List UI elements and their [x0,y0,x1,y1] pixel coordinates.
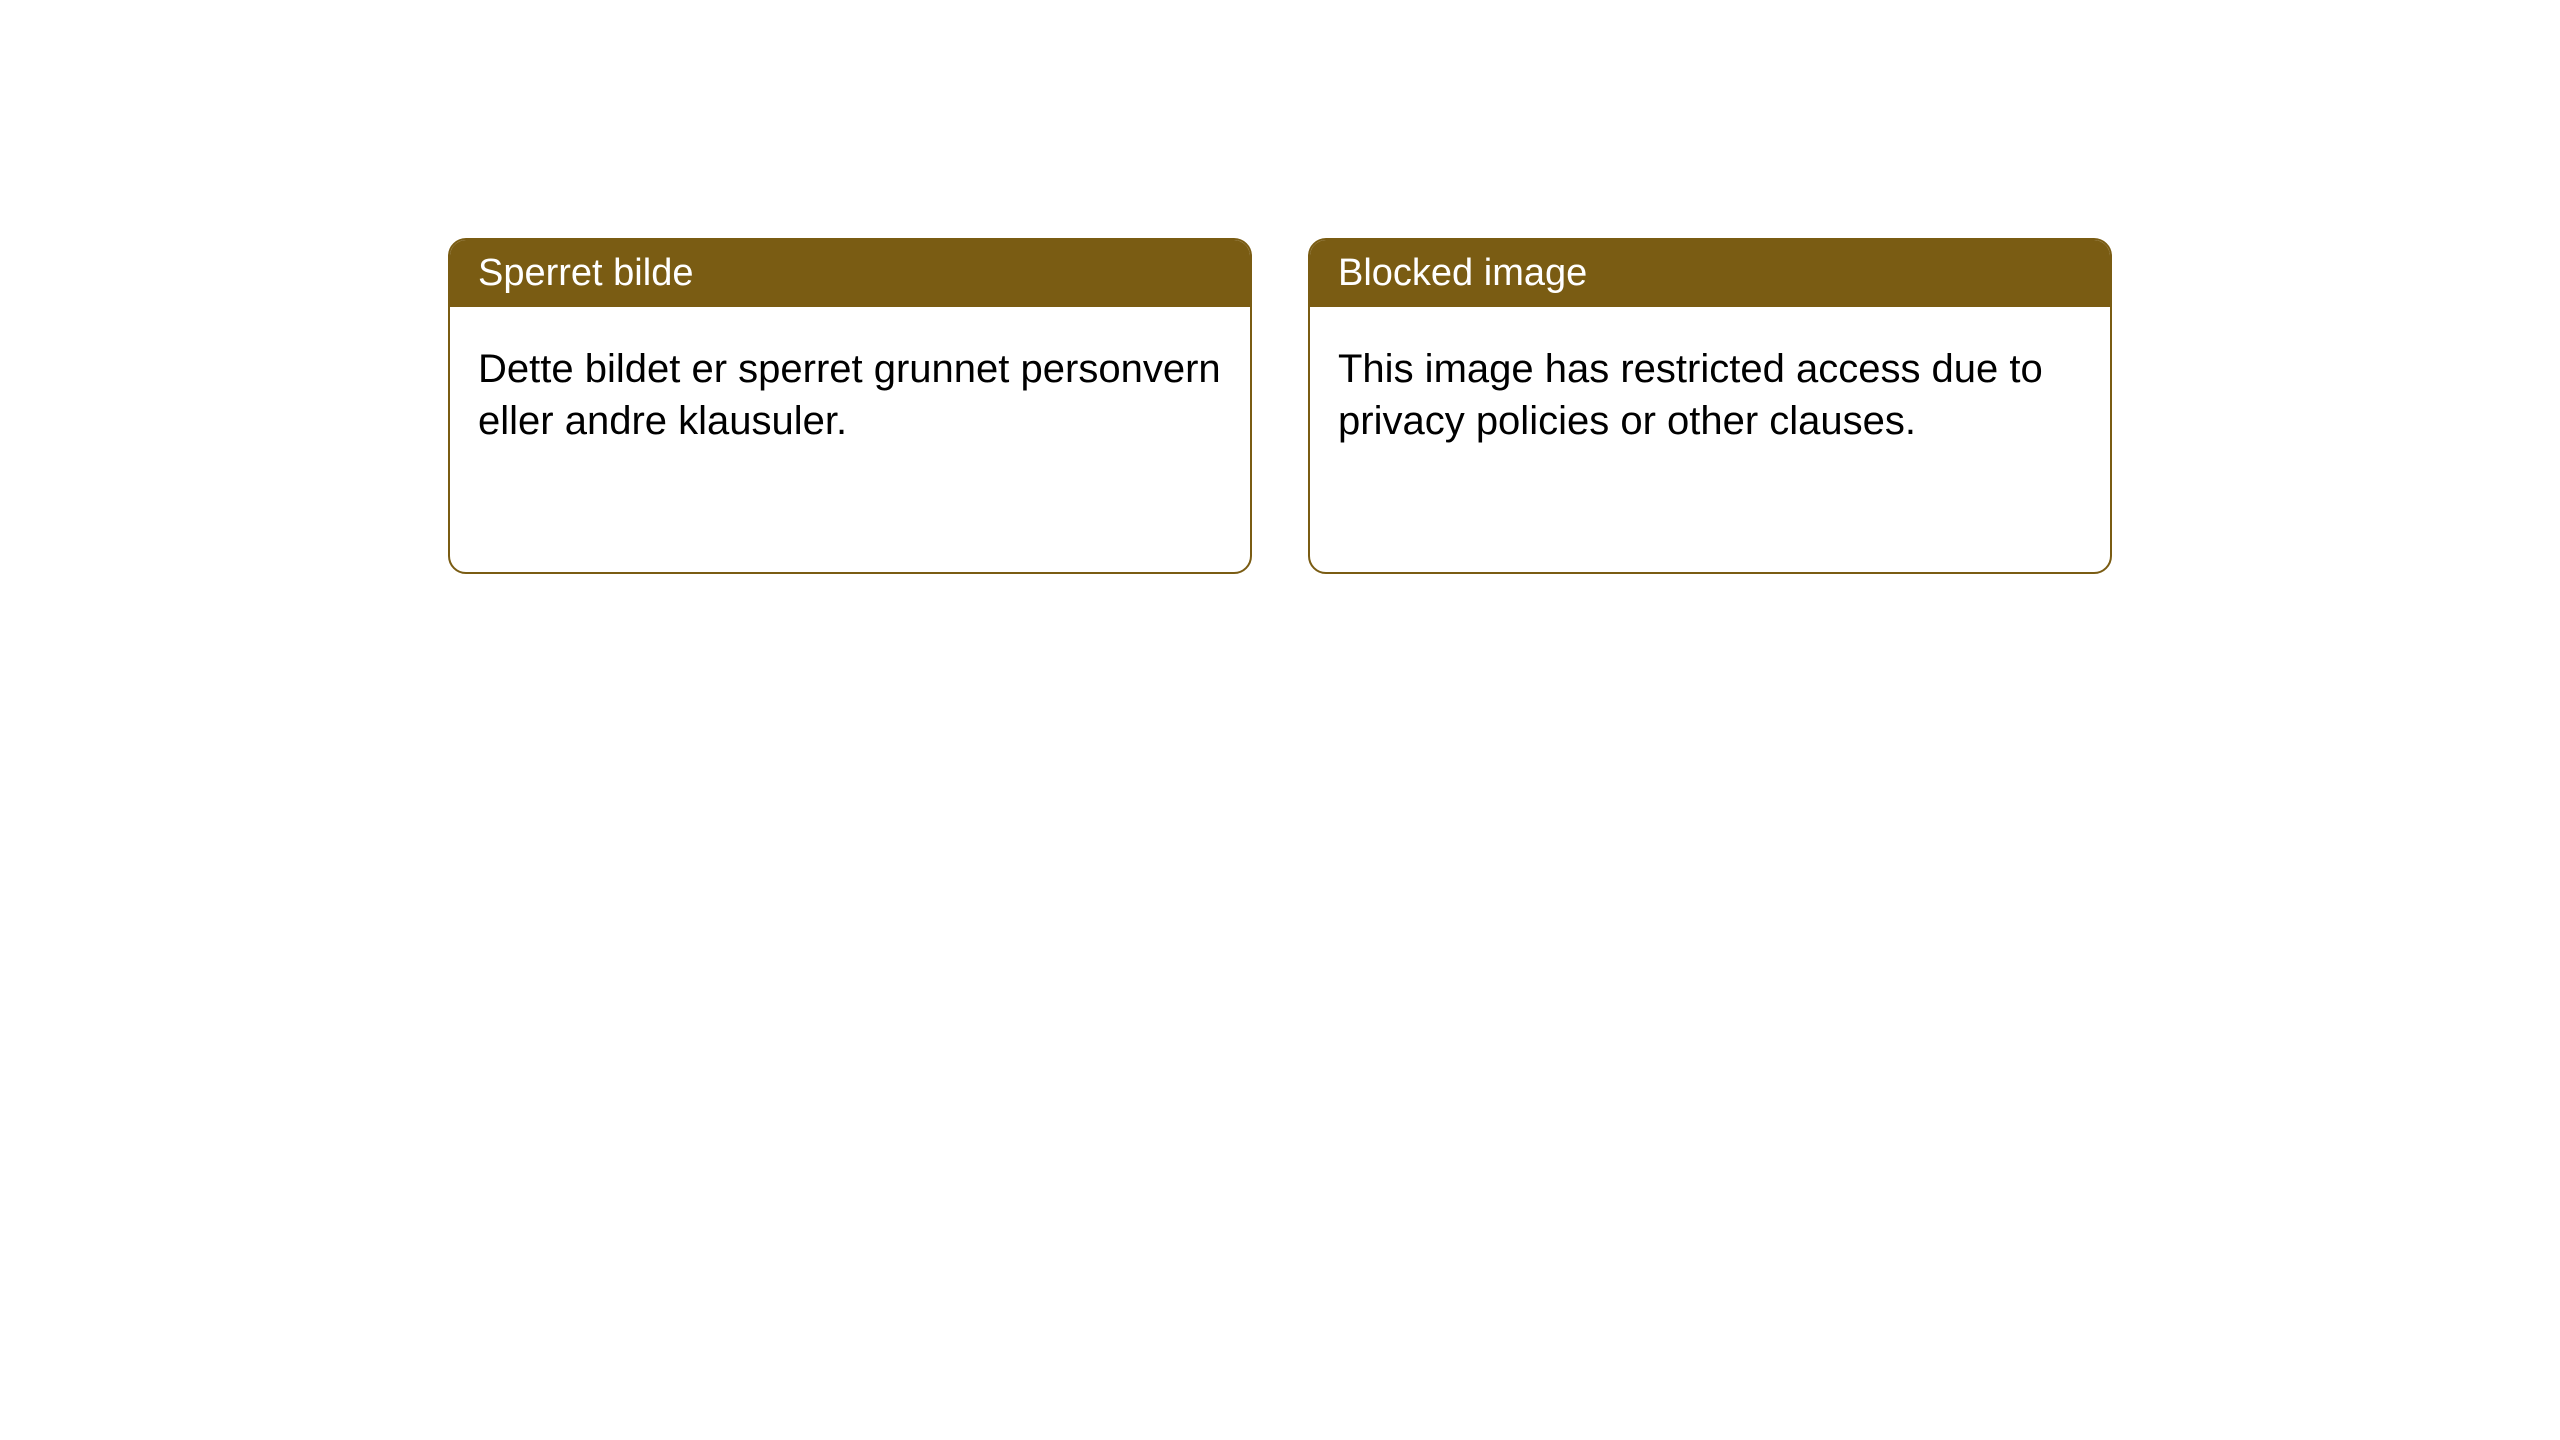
notice-body-text: Dette bildet er sperret grunnet personve… [478,347,1221,443]
notice-card-container: Sperret bilde Dette bildet er sperret gr… [0,0,2560,574]
notice-title: Blocked image [1338,252,1587,294]
notice-card-english: Blocked image This image has restricted … [1308,238,2112,574]
notice-title: Sperret bilde [478,252,693,294]
notice-card-body: This image has restricted access due to … [1310,307,2110,483]
notice-card-norwegian: Sperret bilde Dette bildet er sperret gr… [448,238,1252,574]
notice-card-header: Blocked image [1310,240,2110,307]
notice-body-text: This image has restricted access due to … [1338,347,2043,443]
notice-card-body: Dette bildet er sperret grunnet personve… [450,307,1250,483]
notice-card-header: Sperret bilde [450,240,1250,307]
